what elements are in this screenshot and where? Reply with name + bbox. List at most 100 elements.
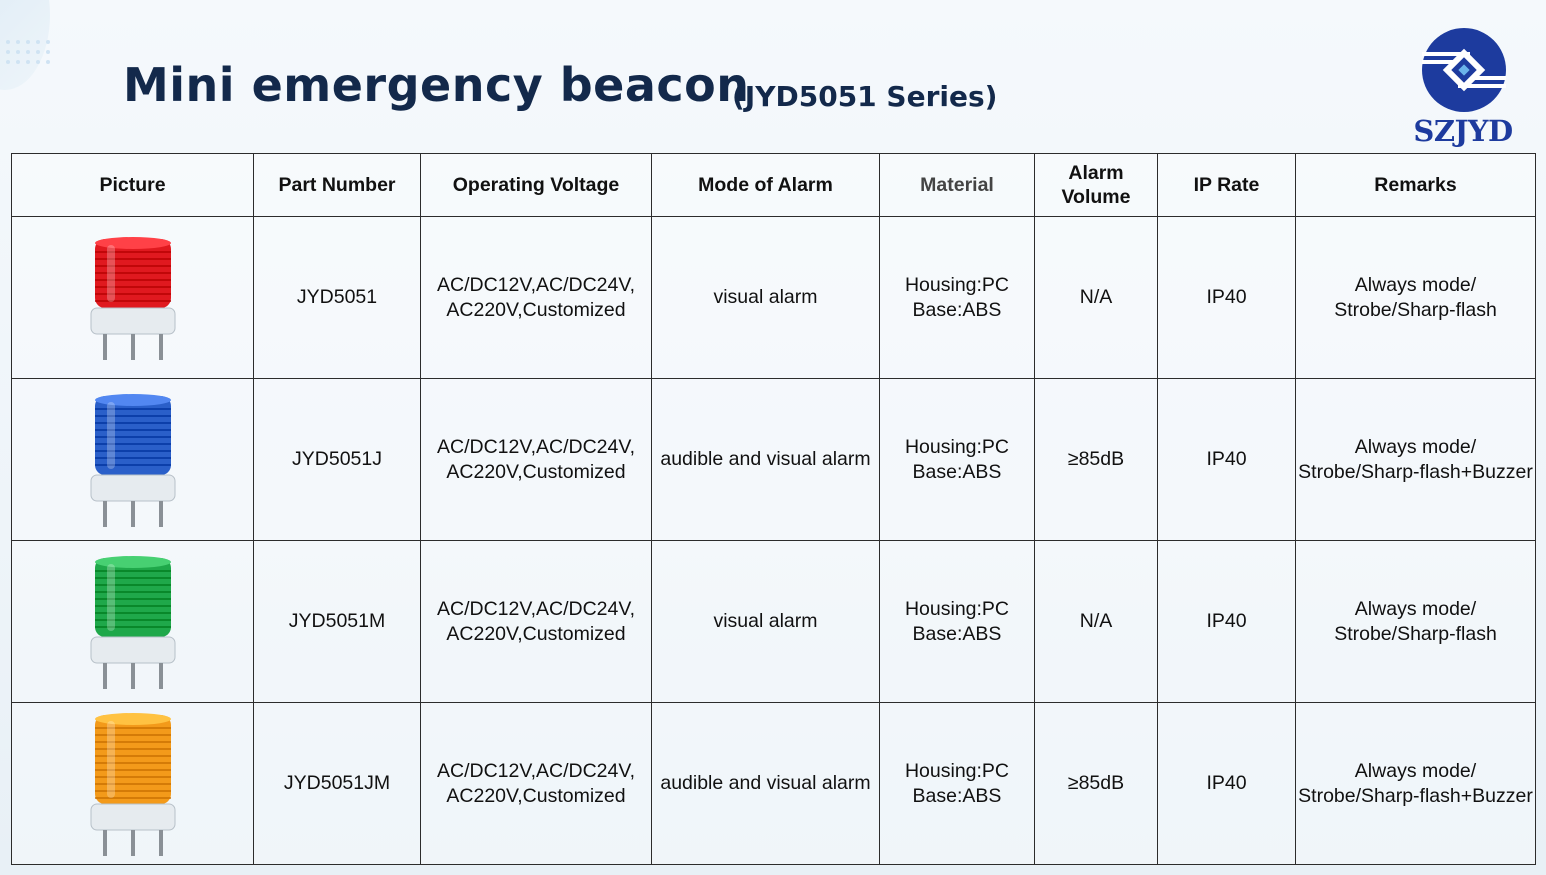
ip-rate-cell: IP40 <box>1157 378 1296 541</box>
volume-cell: N/A <box>1034 216 1158 379</box>
beacon-lens-top <box>94 393 171 406</box>
part-number-cell: JYD5051 <box>253 216 421 379</box>
beacon-lens-ridge <box>94 597 171 600</box>
ip-rate-cell: IP40 <box>1157 702 1296 865</box>
beacon-lens-highlight <box>106 244 115 302</box>
remarks-cell: Always mode/ Strobe/Sharp-flash <box>1295 216 1536 379</box>
header-mode-of-alarm: Mode of Alarm <box>651 153 880 217</box>
material-cell: Housing:PC Base:ABS <box>879 540 1035 703</box>
page-subtitle: (JYD5051 Series) <box>732 80 998 113</box>
table-row: JYD5051M AC/DC12V,AC/DC24V, AC220V,Custo… <box>11 540 1536 703</box>
beacon-lens-ridge <box>94 456 171 459</box>
beacon-pin <box>158 662 163 689</box>
mode-cell: visual alarm <box>651 540 880 703</box>
material-cell: Housing:PC Base:ABS <box>879 216 1035 379</box>
beacon-lens-ridge <box>94 590 171 593</box>
picture-cell <box>11 702 254 865</box>
material-cell: Housing:PC Base:ABS <box>879 378 1035 541</box>
beacon-lens-highlight <box>106 401 115 469</box>
beacon-lens-ridge <box>94 782 171 785</box>
beacon-lens-highlight <box>106 720 115 798</box>
beacon-pin <box>102 662 107 689</box>
beacon-lens-ridge <box>94 278 171 281</box>
ip-rate-cell: IP40 <box>1157 216 1296 379</box>
beacon-pin <box>130 500 135 527</box>
decorative-dots <box>6 40 66 76</box>
beacon-lens-ridge <box>94 576 171 579</box>
volume-cell: ≥85dB <box>1034 702 1158 865</box>
beacon-pin <box>102 829 107 856</box>
beacon-lens-ridge <box>94 257 171 260</box>
header-picture: Picture <box>11 153 254 217</box>
beacon-lens-ridge <box>94 250 171 253</box>
mode-cell: visual alarm <box>651 216 880 379</box>
beacon-lens-ridge <box>94 569 171 572</box>
beacon-red-image <box>90 236 175 360</box>
beacon-lens-ridge <box>94 726 171 729</box>
part-number-cell: JYD5051JM <box>253 702 421 865</box>
beacon-lens <box>94 714 171 804</box>
beacon-lens-highlight <box>106 563 115 631</box>
mode-cell: audible and visual alarm <box>651 702 880 865</box>
remarks-cell: Always mode/ Strobe/Sharp-flash <box>1295 540 1536 703</box>
part-number-cell: JYD5051J <box>253 378 421 541</box>
beacon-lens-top <box>94 555 171 568</box>
beacon-lens-ridge <box>94 733 171 736</box>
header-ip-rate: IP Rate <box>1157 153 1296 217</box>
logo-text: SZJYD <box>1413 114 1513 148</box>
remarks-cell: Always mode/ Strobe/Sharp-flash+Buzzer <box>1295 702 1536 865</box>
beacon-lens-ridge <box>94 625 171 628</box>
volume-cell: ≥85dB <box>1034 378 1158 541</box>
beacon-green-image <box>90 555 175 689</box>
beacon-lens-ridge <box>94 740 171 743</box>
beacon-base <box>90 307 175 334</box>
table-header-row: Picture Part Number Operating Voltage Mo… <box>11 153 1536 217</box>
page-title: Mini emergency beacon <box>123 58 750 112</box>
table-row: JYD5051J AC/DC12V,AC/DC24V, AC220V,Custo… <box>11 378 1536 541</box>
voltage-cell: AC/DC12V,AC/DC24V, AC220V,Customized <box>420 216 652 379</box>
header-remarks: Remarks <box>1295 153 1536 217</box>
beacon-lens-ridge <box>94 761 171 764</box>
beacon-lens-top <box>94 236 171 249</box>
remarks-cell: Always mode/ Strobe/Sharp-flash+Buzzer <box>1295 378 1536 541</box>
part-number-cell: JYD5051M <box>253 540 421 703</box>
header-material: Material <box>879 153 1035 217</box>
beacon-lens <box>94 557 171 637</box>
voltage-cell: AC/DC12V,AC/DC24V, AC220V,Customized <box>420 702 652 865</box>
beacon-lens-ridge <box>94 754 171 757</box>
beacon-pin <box>130 333 135 360</box>
beacon-lens-ridge <box>94 299 171 302</box>
picture-cell <box>11 378 254 541</box>
header-operating-voltage: Operating Voltage <box>420 153 652 217</box>
beacon-pin <box>130 662 135 689</box>
beacon-orange-image <box>90 712 175 856</box>
voltage-cell: AC/DC12V,AC/DC24V, AC220V,Customized <box>420 540 652 703</box>
ip-rate-cell: IP40 <box>1157 540 1296 703</box>
beacon-lens-ridge <box>94 292 171 295</box>
picture-cell <box>11 540 254 703</box>
beacon-lens-ridge <box>94 583 171 586</box>
beacon-lens-ridge <box>94 442 171 445</box>
beacon-lens-ridge <box>94 768 171 771</box>
beacon-pin <box>102 500 107 527</box>
picture-cell <box>11 216 254 379</box>
beacon-pin <box>130 829 135 856</box>
spec-table: Picture Part Number Operating Voltage Mo… <box>11 153 1536 865</box>
beacon-lens-ridge <box>94 264 171 267</box>
beacon-base <box>90 636 175 663</box>
volume-cell: N/A <box>1034 540 1158 703</box>
beacon-blue-image <box>90 393 175 527</box>
header-part-number: Part Number <box>253 153 421 217</box>
beacon-base <box>90 803 175 830</box>
beacon-lens-ridge <box>94 618 171 621</box>
beacon-lens-ridge <box>94 428 171 431</box>
beacon-lens-ridge <box>94 271 171 274</box>
beacon-lens-ridge <box>94 775 171 778</box>
beacon-lens-ridge <box>94 463 171 466</box>
beacon-lens-ridge <box>94 414 171 417</box>
beacon-lens-ridge <box>94 435 171 438</box>
beacon-lens-ridge <box>94 407 171 410</box>
beacon-lens-ridge <box>94 747 171 750</box>
beacon-lens-ridge <box>94 285 171 288</box>
beacon-lens-top <box>94 712 171 725</box>
